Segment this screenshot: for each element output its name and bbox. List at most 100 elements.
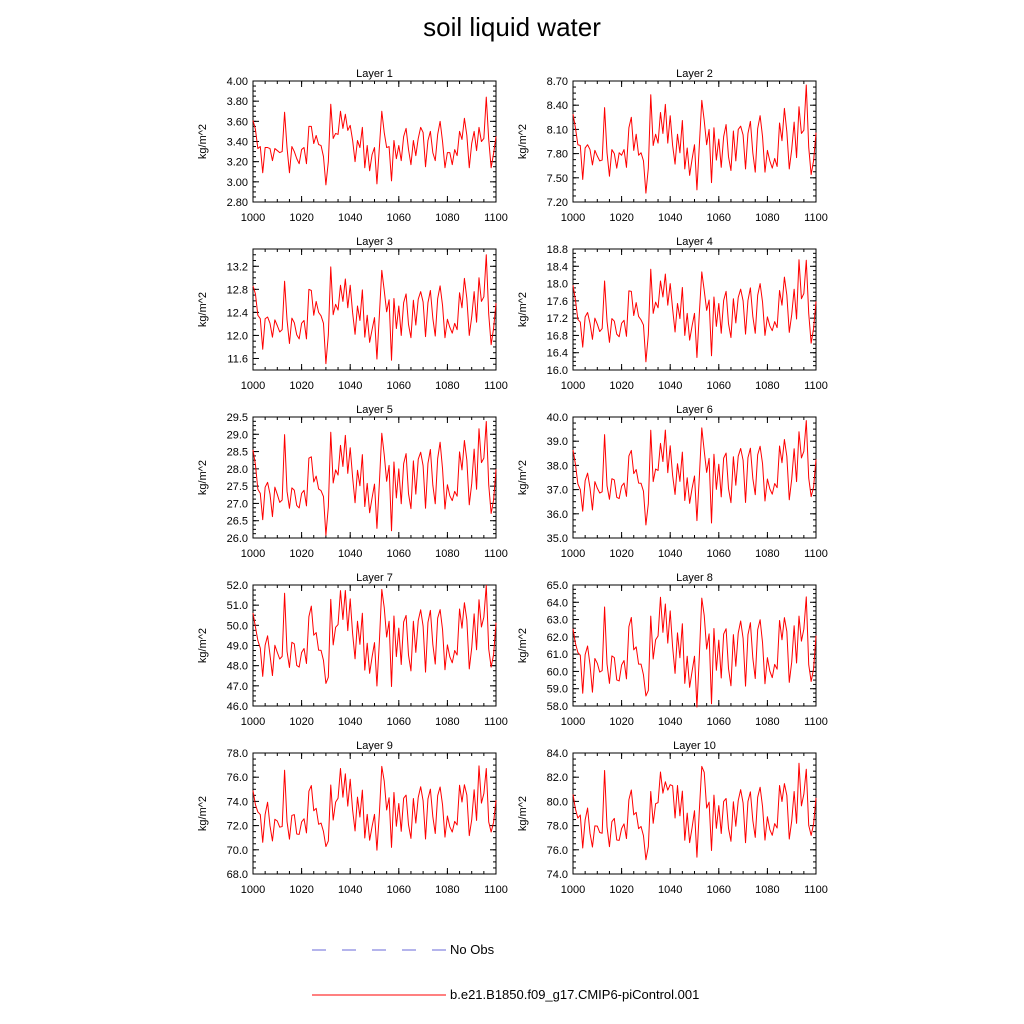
x-tick-label: 1000 bbox=[241, 548, 265, 560]
y-axis-label: kg/m^2 bbox=[197, 460, 209, 495]
series-line bbox=[252, 254, 497, 365]
x-tick-label: 1000 bbox=[561, 380, 585, 392]
y-tick-label: 47.0 bbox=[227, 681, 248, 693]
y-tick-label: 27.0 bbox=[227, 498, 248, 510]
panel-title: Layer 9 bbox=[356, 740, 393, 752]
x-tick-label: 1060 bbox=[387, 212, 411, 224]
y-tick-label: 59.0 bbox=[547, 684, 568, 696]
x-tick-label: 1020 bbox=[609, 380, 633, 392]
y-tick-label: 27.5 bbox=[227, 481, 248, 493]
x-tick-label: 1000 bbox=[561, 212, 585, 224]
y-tick-label: 26.0 bbox=[227, 533, 248, 545]
y-tick-label: 36.0 bbox=[547, 509, 568, 521]
series-line bbox=[572, 84, 817, 194]
y-tick-label: 48.0 bbox=[227, 661, 248, 673]
legend-label-model: b.e21.B1850.f09_g17.CMIP6-piControl.001 bbox=[450, 987, 700, 1002]
plot-frame bbox=[252, 248, 497, 371]
y-tick-label: 39.0 bbox=[547, 436, 568, 448]
y-axis-label: kg/m^2 bbox=[517, 292, 529, 327]
y-tick-label: 12.0 bbox=[227, 330, 248, 342]
x-tick-label: 1060 bbox=[387, 380, 411, 392]
panel-layer-10: Layer 10 kg/m^2 1000 1020 1040 1060 1080 1100 74… bbox=[517, 740, 828, 896]
x-tick-label: 1020 bbox=[609, 884, 633, 896]
x-tick-label: 1000 bbox=[561, 548, 585, 560]
y-tick-label: 38.0 bbox=[547, 460, 568, 472]
y-tick-label: 3.40 bbox=[227, 137, 248, 149]
x-tick-label: 1060 bbox=[707, 716, 731, 728]
panel-layer-1: Layer 1 kg/m^2 1000 1020 1040 1060 1080 1100 2.8… bbox=[197, 68, 508, 224]
x-tick-label: 1060 bbox=[707, 548, 731, 560]
y-tick-label: 18.0 bbox=[547, 279, 568, 291]
x-tick-label: 1100 bbox=[484, 548, 508, 560]
x-tick-label: 1040 bbox=[338, 380, 362, 392]
y-axis-label: kg/m^2 bbox=[197, 796, 209, 831]
x-tick-label: 1040 bbox=[658, 380, 682, 392]
panel-title: Layer 6 bbox=[676, 404, 713, 416]
panel-title: Layer 8 bbox=[676, 572, 713, 584]
x-tick-label: 1080 bbox=[435, 716, 459, 728]
y-axis-label: kg/m^2 bbox=[517, 124, 529, 159]
series-line bbox=[572, 420, 817, 526]
x-tick-label: 1020 bbox=[609, 212, 633, 224]
panel-title: Layer 5 bbox=[356, 404, 393, 416]
x-tick-label: 1100 bbox=[804, 884, 828, 896]
x-tick-label: 1000 bbox=[561, 716, 585, 728]
x-tick-label: 1040 bbox=[338, 212, 362, 224]
y-tick-label: 35.0 bbox=[547, 533, 568, 545]
x-tick-label: 1080 bbox=[755, 380, 779, 392]
x-tick-label: 1080 bbox=[755, 716, 779, 728]
y-axis-label: kg/m^2 bbox=[517, 460, 529, 495]
x-tick-label: 1040 bbox=[658, 548, 682, 560]
series-line bbox=[572, 259, 817, 363]
x-tick-label: 1060 bbox=[387, 716, 411, 728]
y-tick-label: 2.80 bbox=[227, 197, 248, 209]
x-tick-label: 1060 bbox=[387, 548, 411, 560]
panel-title: Layer 2 bbox=[676, 68, 713, 80]
x-tick-label: 1060 bbox=[707, 884, 731, 896]
panel-title: Layer 7 bbox=[356, 572, 393, 584]
panel-layer-8: Layer 8 kg/m^2 1000 1020 1040 1060 1080 1100 58.… bbox=[517, 572, 828, 728]
plot-frame bbox=[572, 248, 817, 371]
x-tick-label: 1100 bbox=[484, 884, 508, 896]
x-tick-label: 1060 bbox=[387, 884, 411, 896]
y-tick-label: 76.0 bbox=[547, 845, 568, 857]
y-tick-label: 40.0 bbox=[547, 412, 568, 424]
y-tick-label: 28.5 bbox=[227, 447, 248, 459]
x-tick-label: 1020 bbox=[289, 884, 313, 896]
x-tick-label: 1080 bbox=[755, 884, 779, 896]
y-tick-label: 4.00 bbox=[227, 76, 248, 88]
panel-layer-9: Layer 9 kg/m^2 1000 1020 1040 1060 1080 1100 68.… bbox=[197, 740, 508, 896]
y-axis-label: kg/m^2 bbox=[197, 628, 209, 663]
x-tick-label: 1040 bbox=[658, 212, 682, 224]
x-tick-label: 1060 bbox=[707, 212, 731, 224]
x-tick-label: 1000 bbox=[241, 380, 265, 392]
x-tick-label: 1100 bbox=[804, 548, 828, 560]
y-tick-label: 68.0 bbox=[227, 869, 248, 881]
series-line bbox=[252, 765, 497, 851]
y-tick-label: 80.0 bbox=[547, 796, 568, 808]
y-axis-label: kg/m^2 bbox=[197, 124, 209, 159]
plot-frame bbox=[252, 752, 497, 875]
y-tick-label: 63.0 bbox=[547, 615, 568, 627]
y-tick-label: 17.2 bbox=[547, 313, 568, 325]
chart-title: soil liquid water bbox=[423, 12, 601, 42]
panel-layer-5: Layer 5 kg/m^2 1000 1020 1040 1060 1080 1100 26.… bbox=[197, 404, 508, 560]
y-tick-label: 46.0 bbox=[227, 701, 248, 713]
y-tick-label: 3.20 bbox=[227, 157, 248, 169]
y-tick-label: 7.50 bbox=[547, 173, 568, 185]
x-tick-label: 1020 bbox=[289, 212, 313, 224]
x-tick-label: 1000 bbox=[241, 884, 265, 896]
x-tick-label: 1080 bbox=[435, 548, 459, 560]
y-tick-label: 60.0 bbox=[547, 666, 568, 678]
series-line bbox=[572, 596, 817, 708]
y-tick-label: 12.8 bbox=[227, 284, 248, 296]
x-tick-label: 1040 bbox=[658, 716, 682, 728]
x-tick-label: 1020 bbox=[289, 548, 313, 560]
y-tick-label: 8.40 bbox=[547, 100, 568, 112]
y-tick-label: 49.0 bbox=[227, 641, 248, 653]
y-tick-label: 26.5 bbox=[227, 516, 248, 528]
x-tick-label: 1080 bbox=[435, 380, 459, 392]
x-tick-label: 1100 bbox=[484, 716, 508, 728]
x-tick-label: 1000 bbox=[561, 884, 585, 896]
